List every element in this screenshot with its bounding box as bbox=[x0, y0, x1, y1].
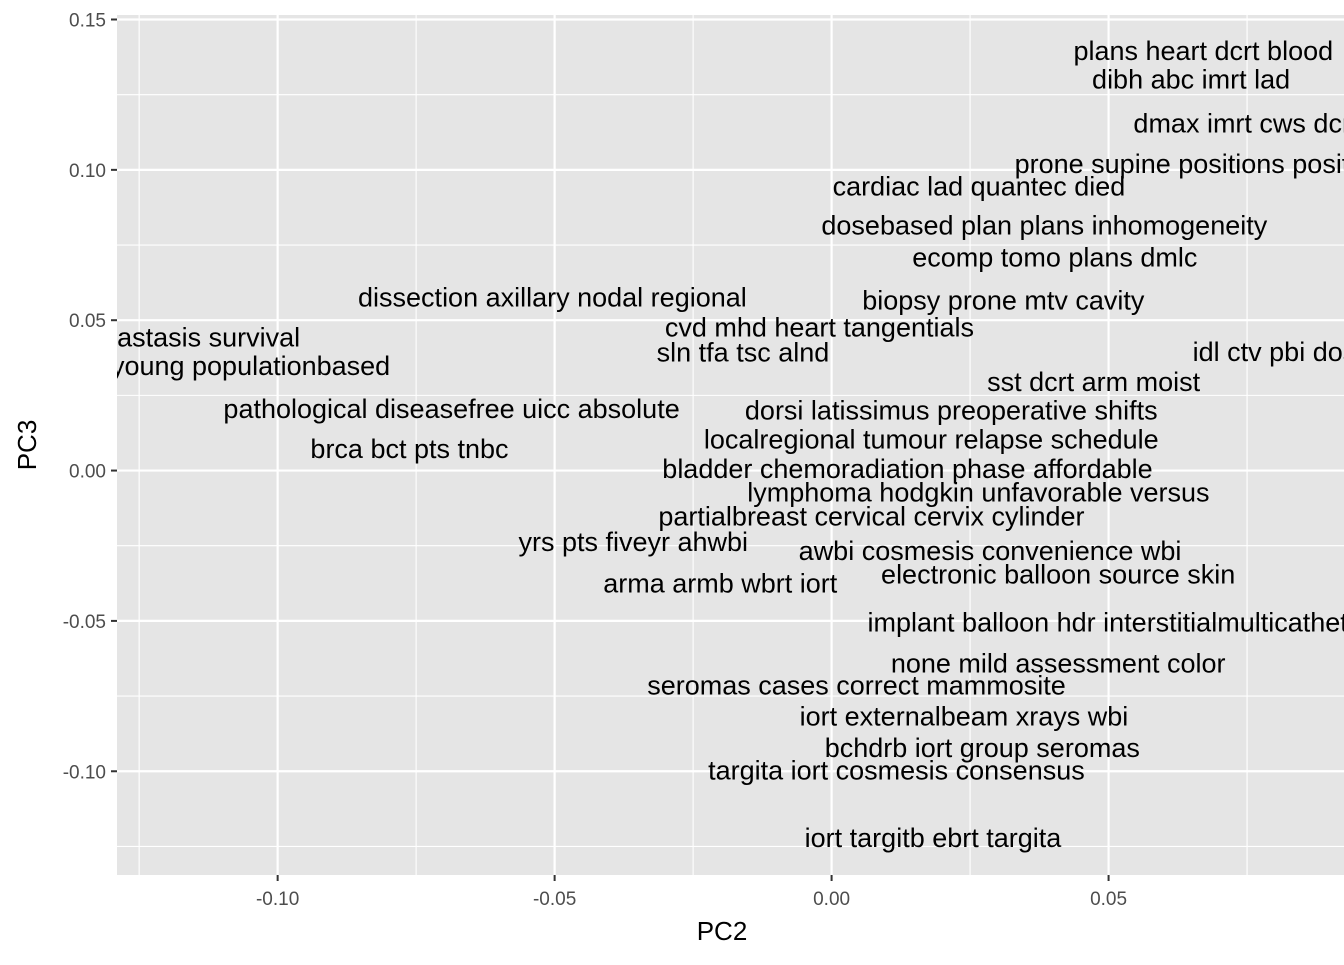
y-tick-label: -0.10 bbox=[63, 762, 106, 783]
x-axis-title: PC2 bbox=[697, 916, 748, 946]
point-label: iort externalbeam xrays wbi bbox=[800, 702, 1129, 732]
point-label: bladder chemoradiation phase affordable bbox=[662, 454, 1152, 484]
point-label: pathological diseasefree uicc absolute bbox=[223, 394, 679, 424]
point-label: bchdrb iort group seromas bbox=[825, 733, 1140, 763]
point-label: plans heart dcrt blood bbox=[1073, 36, 1333, 66]
point-label: dorsi latissimus preoperative shifts bbox=[745, 395, 1158, 425]
x-axis: -0.10 -0.05 0.00 0.05 bbox=[256, 875, 1127, 910]
point-label: none mild assessment color bbox=[891, 649, 1226, 679]
y-tick-label: 0.05 bbox=[69, 311, 106, 332]
point-label: idl ctv pbi dose bbox=[1193, 337, 1344, 367]
point-label: targita iort cosmesis consensus bbox=[708, 755, 1085, 785]
point-label: dissection axillary nodal regional bbox=[358, 283, 747, 313]
major-gridlines bbox=[117, 15, 1344, 875]
plot-panel bbox=[117, 15, 1344, 875]
point-label: seromas cases correct mammosite bbox=[647, 671, 1066, 701]
point-label: partialbreast cervical cervix cylinder bbox=[658, 502, 1084, 532]
x-tick-label: 0.00 bbox=[813, 889, 850, 910]
point-label: awbi cosmesis convenience wbi bbox=[799, 536, 1182, 566]
point-label: lymphoma hodgkin unfavorable versus bbox=[747, 478, 1209, 508]
point-label: iort targitb ebrt targita bbox=[805, 823, 1063, 853]
y-axis: -0.10 -0.05 0.00 0.05 0.10 0.15 bbox=[63, 11, 117, 783]
y-tick-label: -0.05 bbox=[63, 612, 106, 633]
point-label: yrs pts fiveyr ahwbi bbox=[518, 527, 748, 557]
y-tick-label: 0.15 bbox=[69, 11, 106, 32]
point-label: biopsy prone mtv cavity bbox=[862, 286, 1145, 316]
y-tick-label: 0.00 bbox=[69, 462, 106, 483]
y-axis-title: PC3 bbox=[12, 420, 42, 471]
point-label: sln tfa tsc alnd bbox=[657, 338, 830, 368]
point-label: free metastasis survival bbox=[18, 323, 300, 353]
point-label: arma armb wbrt iort bbox=[603, 568, 838, 598]
point-label: dmax imrt cws dcrt bbox=[1133, 108, 1344, 138]
point-label: dosebased plan plans inhomogeneity bbox=[821, 210, 1267, 240]
point-label: mastectomy young populationbased bbox=[0, 351, 390, 381]
point-label: sst dcrt arm moist bbox=[987, 367, 1201, 397]
minor-gridlines bbox=[117, 15, 1344, 875]
y-tick-label: 0.10 bbox=[69, 161, 106, 182]
point-label: localregional tumour relapse schedule bbox=[704, 425, 1159, 455]
point-label: cvd mhd heart tangentials bbox=[665, 313, 974, 343]
point-label: ecomp tomo plans dmlc bbox=[912, 243, 1197, 273]
point-label: implant balloon hdr interstitialmulticat… bbox=[868, 607, 1344, 637]
point-label: prone supine positions positional bbox=[1015, 149, 1344, 179]
point-label: dibh abc imrt lad bbox=[1092, 65, 1290, 95]
x-tick-label: -0.10 bbox=[256, 889, 299, 910]
point-label: brca bct pts tnbc bbox=[310, 434, 508, 464]
x-tick-label: 0.05 bbox=[1090, 889, 1127, 910]
point-label: cardiac lad quantec died bbox=[833, 171, 1126, 201]
x-tick-label: -0.05 bbox=[533, 889, 576, 910]
point-label: electronic balloon source skin bbox=[881, 559, 1235, 589]
